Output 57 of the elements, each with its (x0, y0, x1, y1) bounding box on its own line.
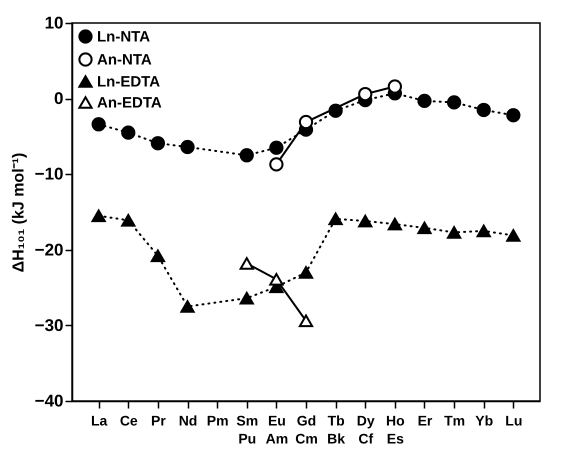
x-tick-label: Nd (178, 412, 198, 428)
point (358, 86, 372, 102)
legend-label: Ln-NTA (97, 28, 150, 46)
point (240, 292, 254, 304)
point (92, 117, 106, 132)
y-tick-label: −40 (34, 392, 64, 410)
point (388, 79, 402, 94)
point (240, 257, 254, 270)
point (476, 102, 491, 118)
point (121, 214, 136, 227)
point (269, 272, 284, 286)
point (446, 95, 462, 110)
point (298, 314, 314, 328)
y-tick-label: 10 (44, 14, 64, 32)
x-tick-label: Eu Am (266, 412, 288, 446)
point (150, 250, 166, 262)
point (240, 148, 254, 162)
point (121, 126, 136, 140)
point (150, 136, 166, 150)
point (269, 140, 284, 155)
y-tick-label: 0 (54, 89, 64, 108)
point (358, 214, 372, 228)
point (269, 157, 284, 172)
x-tick-label: Er (418, 412, 433, 428)
x-tick-label: Dy Cf (356, 412, 375, 446)
x-tick-label: La (90, 412, 108, 428)
x-tick-label: Pr (151, 412, 166, 428)
point (506, 108, 520, 122)
point (446, 226, 462, 239)
point (180, 140, 195, 154)
point (417, 222, 432, 234)
point (298, 266, 314, 279)
x-tick-label: Lu (505, 412, 522, 428)
point (476, 224, 491, 238)
x-tick-label: Gd Cm (295, 412, 318, 446)
y-tick-label: −30 (34, 316, 64, 335)
x-tick-label: Ho Es (386, 412, 405, 446)
x-tick-label: Tm (444, 412, 466, 428)
point (506, 229, 520, 242)
point (417, 94, 432, 108)
y-axis-title: ΔH₁₀₁ (kJ mol⁻¹) (10, 152, 28, 272)
point (328, 104, 343, 118)
point (328, 212, 343, 226)
x-tick-label: Sm Pu (236, 412, 258, 446)
legend-label: An-NTA (97, 52, 152, 68)
legend-label: Ln-EDTA (97, 74, 160, 90)
y-tick-label: −10 (34, 164, 64, 184)
x-tick-label: Tb Bk (327, 412, 346, 446)
point (180, 300, 195, 313)
point (92, 209, 106, 222)
y-tick-label: −20 (34, 240, 64, 260)
point (298, 114, 314, 130)
x-tick-label: Pm (206, 412, 229, 428)
point (388, 218, 402, 230)
x-tick-label: Yb (475, 412, 494, 428)
legend-label: An-EDTA (97, 94, 162, 112)
x-tick-label: Ce (120, 412, 138, 428)
